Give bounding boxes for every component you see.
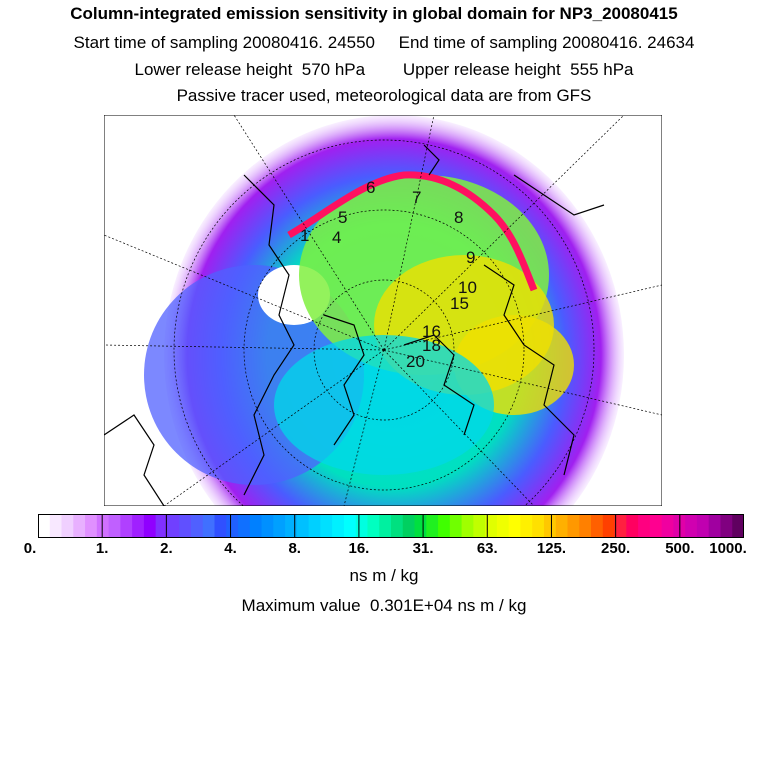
sensitivity-field-south xyxy=(274,335,494,475)
colorbar-swatch xyxy=(367,514,380,538)
colorbar-swatch xyxy=(426,514,439,538)
traj-label-4: 4 xyxy=(332,228,341,247)
colorbar-swatch xyxy=(461,514,474,538)
colorbar-swatch xyxy=(449,514,463,538)
traj-label-10: 10 xyxy=(458,278,477,297)
colorbar-swatch xyxy=(626,514,639,538)
colorbar-swatch xyxy=(285,514,298,538)
colorbar-swatch xyxy=(708,514,721,538)
traj-label-6: 6 xyxy=(366,178,375,197)
colorbar-swatch xyxy=(143,514,157,538)
colorbar-swatch xyxy=(485,514,498,538)
colorbar-tick-label: 2. xyxy=(160,540,173,557)
colorbar-swatch xyxy=(308,514,321,538)
lat-lon-grid xyxy=(104,115,662,506)
colorbar-tick-label: 125. xyxy=(536,540,567,557)
colorbar-swatch xyxy=(49,514,63,538)
colorbar-tick-label: 8. xyxy=(288,540,301,557)
colorbar-swatch xyxy=(179,514,192,538)
colorbar-swatch xyxy=(96,514,110,538)
colorbar-swatch xyxy=(214,514,227,538)
colorbar-swatch xyxy=(190,514,204,538)
maximum-value-label: Maximum value 0.301E+04 ns m / kg xyxy=(241,596,527,615)
sensitivity-map: 1 4 5 6 7 8 9 10 15 16 18 20 xyxy=(104,115,662,506)
colorbar-swatch xyxy=(238,514,251,538)
colorbar-swatch xyxy=(120,514,133,538)
colorbar-tick-label: 31. xyxy=(412,540,434,557)
colorbar-swatch xyxy=(520,514,533,538)
colorbar-swatch xyxy=(567,514,580,538)
traj-label-9: 9 xyxy=(466,248,475,267)
colorbar-swatch xyxy=(555,514,568,538)
traj-label-18: 18 xyxy=(422,336,441,355)
traj-label-16: 16 xyxy=(422,322,441,341)
colorbar-swatch xyxy=(167,514,180,538)
plot-title: Column-integrated emission sensitivity i… xyxy=(70,4,678,23)
colorbar-swatch xyxy=(532,514,545,538)
traj-label-15: 15 xyxy=(450,294,469,313)
colorbar-swatch xyxy=(132,514,145,538)
units-label: ns m / kg xyxy=(349,566,419,585)
colorbar-swatch xyxy=(226,514,239,538)
colorbar-swatch xyxy=(296,514,310,538)
colorbar-swatch xyxy=(332,514,345,538)
trajectory-peak-band xyxy=(287,171,538,292)
colorbar-swatch xyxy=(614,514,627,538)
colorbar-swatch xyxy=(638,514,651,538)
colorbar-swatch xyxy=(61,514,74,538)
colorbar-swatch xyxy=(391,514,404,538)
traj-label-1: 1 xyxy=(300,226,309,245)
traj-label-8: 8 xyxy=(454,208,463,227)
colorbar-swatch xyxy=(379,514,392,538)
traj-label-5: 5 xyxy=(338,208,347,227)
coastlines xyxy=(104,144,605,506)
colorbar-tick-label: 500. xyxy=(665,540,695,557)
colorbar-swatch xyxy=(473,514,486,538)
colorbar-swatch xyxy=(602,514,616,538)
colorbar-tick-label: 63. xyxy=(476,540,498,557)
colorbar-swatch xyxy=(108,514,121,538)
traj-label-7: 7 xyxy=(412,188,421,207)
colorbar-tick-label: 1000. xyxy=(709,540,747,557)
colorbar-tick-label: 1. xyxy=(95,540,109,557)
colorbar-swatch xyxy=(696,514,710,538)
colorbar-swatch xyxy=(273,514,286,538)
colorbar-swatch xyxy=(591,514,604,538)
colorbar-swatch xyxy=(343,514,357,538)
sampling-time-line: Start time of sampling 20080416. 24550 E… xyxy=(73,33,695,52)
trajectory-labels: 1 4 5 6 7 8 9 10 15 16 18 20 xyxy=(300,178,477,371)
release-height-line: Lower release height 570 hPa Upper relea… xyxy=(134,60,634,79)
colorbar-swatch xyxy=(496,514,510,538)
colorbar-swatch xyxy=(543,514,557,538)
colorbar-swatch xyxy=(202,514,215,538)
colorbar-swatch xyxy=(720,514,733,538)
colorbar-swatch xyxy=(579,514,592,538)
colorbar-swatch xyxy=(85,514,98,538)
colorbar-swatch xyxy=(402,514,416,538)
colorbar-swatch xyxy=(438,514,451,538)
colorbar-swatch xyxy=(155,514,168,538)
colorbar-swatch xyxy=(732,514,744,538)
colorbar xyxy=(38,514,744,538)
colorbar-swatch xyxy=(320,514,333,538)
colorbar-swatch xyxy=(414,514,427,538)
colorbar-swatch xyxy=(38,514,51,538)
colorbar-tick-label: 250. xyxy=(601,540,631,557)
colorbar-frame xyxy=(38,514,744,538)
colorbar-swatch xyxy=(249,514,263,538)
colorbar-tick-label: 0. xyxy=(23,540,37,557)
colorbar-swatch xyxy=(261,514,274,538)
colorbar-swatch xyxy=(685,514,698,538)
colorbar-swatch xyxy=(649,514,663,538)
tracer-info-line: Passive tracer used, meteorological data… xyxy=(176,86,592,105)
colorbar-tick-label: 16. xyxy=(348,540,370,557)
colorbar-swatch xyxy=(661,514,674,538)
colorbar-swatch xyxy=(355,514,368,538)
colorbar-tick-label: 4. xyxy=(224,540,237,557)
colorbar-swatch xyxy=(73,514,86,538)
colorbar-swatch xyxy=(508,514,521,538)
traj-label-20: 20 xyxy=(406,352,425,371)
